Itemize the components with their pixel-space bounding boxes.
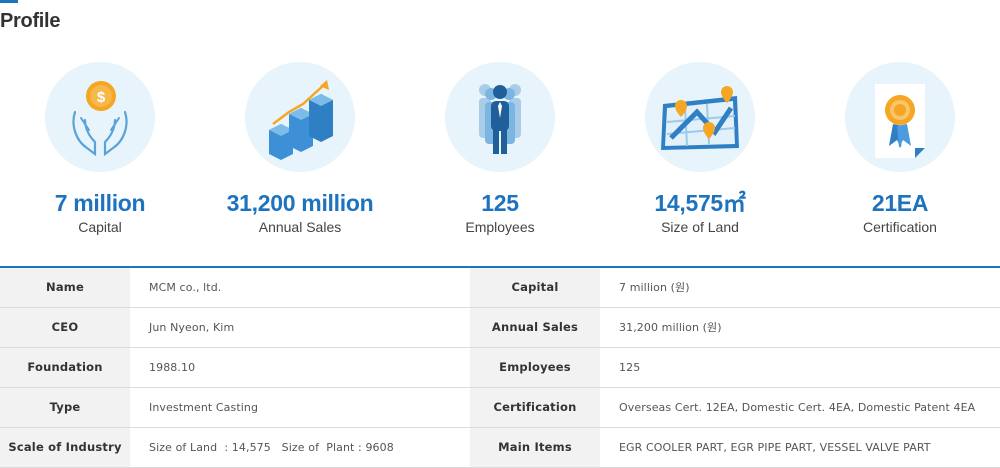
stat-value: 7 million	[54, 190, 146, 216]
stat-certification: 21EA Certification	[800, 62, 1000, 236]
stat-capital: $ 7 million Capital	[0, 62, 200, 236]
row-header: Name	[0, 267, 130, 308]
stat-label: Size of Land	[661, 219, 739, 235]
stat-value: 125	[481, 190, 519, 216]
stat-value: 14,575㎡	[654, 190, 746, 216]
row-value: 1988.10	[130, 347, 470, 388]
row-value: Jun Nyeon, Kim	[130, 307, 470, 348]
svg-text:$: $	[97, 89, 106, 106]
stat-label: Annual Sales	[258, 219, 342, 235]
growth-chart-icon	[245, 62, 355, 172]
row-value: Investment Casting	[130, 387, 470, 428]
table-row: Scale of Industry Size of Land : 14,575 …	[0, 427, 1000, 468]
stat-employees: 125 Employees	[400, 62, 600, 236]
row-header: Capital	[470, 267, 600, 308]
land-map-icon	[645, 62, 755, 172]
row-value: EGR COOLER PART, EGR PIPE PART, VESSEL V…	[600, 427, 1000, 468]
stat-size-of-land: 14,575㎡ Size of Land	[600, 62, 800, 236]
people-group-icon	[445, 62, 555, 172]
stat-annual-sales: 31,200 million Annual Sales	[200, 62, 400, 236]
row-header: Annual Sales	[470, 307, 600, 348]
row-header: Type	[0, 387, 130, 428]
hands-coin-icon: $	[45, 62, 155, 172]
row-header: Employees	[470, 347, 600, 388]
certificate-icon	[845, 62, 955, 172]
stat-value: 21EA	[871, 190, 929, 216]
table-row: Name MCM co., ltd. Capital 7 million (원)	[0, 267, 1000, 308]
row-header: Main Items	[470, 427, 600, 468]
title-accent-bar	[0, 0, 18, 3]
row-value: Size of Land : 14,575 Size of Plant : 96…	[130, 427, 470, 468]
stat-label: Employees	[465, 219, 535, 235]
company-info-table: Name MCM co., ltd. Capital 7 million (원)…	[0, 266, 1000, 468]
row-header: Certification	[470, 387, 600, 428]
table-row: CEO Jun Nyeon, Kim Annual Sales 31,200 m…	[0, 307, 1000, 348]
row-header: CEO	[0, 307, 130, 348]
stat-label: Capital	[78, 219, 122, 235]
row-value: 31,200 million (원)	[600, 307, 1000, 348]
table-row: Foundation 1988.10 Employees 125	[0, 347, 1000, 388]
table-row: Type Investment Casting Certification Ov…	[0, 387, 1000, 428]
row-header: Scale of Industry	[0, 427, 130, 468]
stat-value: 31,200 million	[226, 190, 374, 216]
row-header: Foundation	[0, 347, 130, 388]
row-value: Overseas Cert. 12EA, Domestic Cert. 4EA,…	[600, 387, 1000, 428]
page-title: Profile	[0, 10, 61, 32]
row-value: 125	[600, 347, 1000, 388]
stat-label: Certification	[863, 219, 937, 235]
stats-summary: $ 7 million Capital 31,200 million Annua…	[0, 62, 1000, 252]
row-value: 7 million (원)	[600, 267, 1000, 308]
row-value: MCM co., ltd.	[130, 267, 470, 308]
